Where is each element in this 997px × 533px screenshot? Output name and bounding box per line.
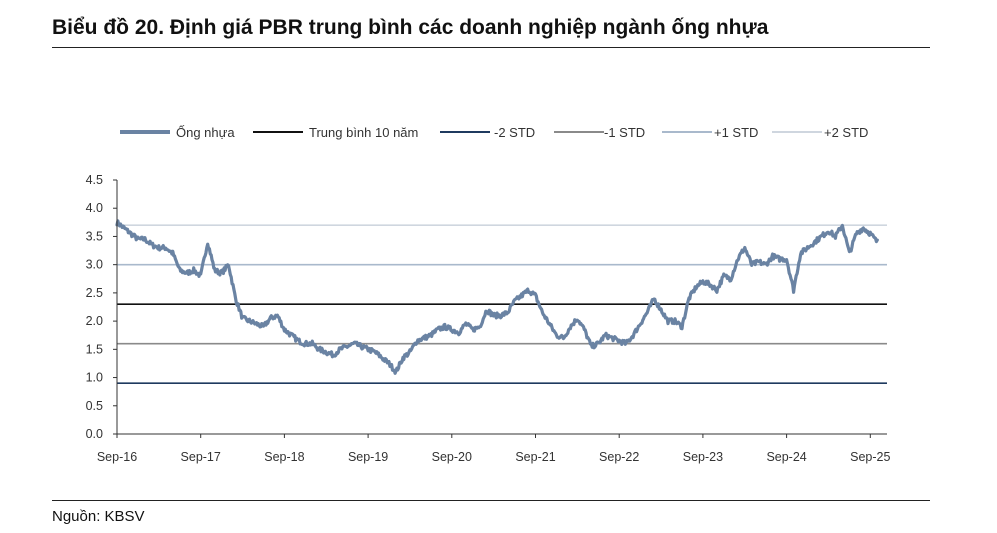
legend-item: +2 STD (772, 125, 868, 140)
legend-item: -2 STD (440, 125, 535, 140)
x-tick-label: Sep-18 (264, 450, 304, 464)
y-tick-label: 0.5 (86, 399, 103, 413)
x-tick-label: Sep-23 (683, 450, 723, 464)
x-tick-label: Sep-16 (97, 450, 137, 464)
y-tick-label: 4.0 (86, 201, 103, 215)
y-tick-label: 1.0 (86, 371, 103, 385)
legend-item: Trung bình 10 năm (253, 125, 418, 140)
legend-label: Ống nhựa (176, 125, 235, 140)
legend-label: -1 STD (604, 125, 645, 140)
y-tick-label: 1.5 (86, 342, 103, 356)
legend: Ống nhựa Trung bình 10 năm -2 STD -1 STD +1 … (120, 125, 868, 140)
title-rule (52, 47, 930, 48)
legend-label: -2 STD (494, 125, 535, 140)
legend-item: +1 STD (662, 125, 758, 140)
x-tick-label: Sep-22 (599, 450, 639, 464)
y-tick-label: 0.0 (86, 427, 103, 441)
reference-lines (117, 224, 887, 385)
y-tick-label: 2.0 (86, 314, 103, 328)
source-rule (52, 500, 930, 501)
legend-item: -1 STD (554, 125, 645, 140)
y-tick-label: 3.5 (86, 229, 103, 243)
y-tick-label: 2.5 (86, 286, 103, 300)
legend-label: Trung bình 10 năm (309, 125, 418, 140)
legend-label: +2 STD (824, 125, 868, 140)
x-tick-label: Sep-24 (766, 450, 806, 464)
series-group (115, 219, 879, 375)
axes: 0.0 0.5 1.0 1.5 2.0 2.5 3.0 3.5 4.0 4.5 Sep-16 Sep-… (86, 173, 891, 464)
series-line-ong-nhua (115, 219, 879, 375)
x-tick-label: Sep-19 (348, 450, 388, 464)
x-tick-label: Sep-25 (850, 450, 890, 464)
source-note: Nguồn: KBSV (52, 508, 145, 525)
legend-label: +1 STD (714, 125, 758, 140)
y-tick-label: 3.0 (86, 258, 103, 272)
x-tick-label: Sep-20 (432, 450, 472, 464)
chart-title: Biểu đồ 20. Định giá PBR trung bình các … (52, 16, 769, 39)
x-tick-label: Sep-21 (515, 450, 555, 464)
y-tick-label: 4.5 (86, 173, 103, 187)
legend-item: Ống nhựa (120, 125, 235, 140)
x-tick-label: Sep-17 (181, 450, 221, 464)
